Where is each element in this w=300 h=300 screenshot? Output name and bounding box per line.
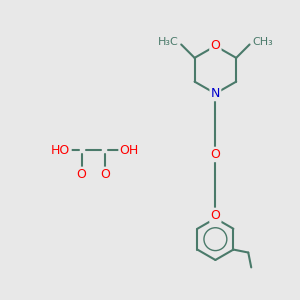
Text: O: O [100,168,110,181]
Text: O: O [77,168,87,181]
Text: O: O [211,209,220,222]
Text: O: O [211,148,220,161]
Text: N: N [211,87,220,100]
Text: HO: HO [51,143,70,157]
Text: O: O [211,40,220,52]
Text: OH: OH [120,143,139,157]
Text: CH₃: CH₃ [253,37,273,46]
Text: H₃C: H₃C [158,37,178,46]
